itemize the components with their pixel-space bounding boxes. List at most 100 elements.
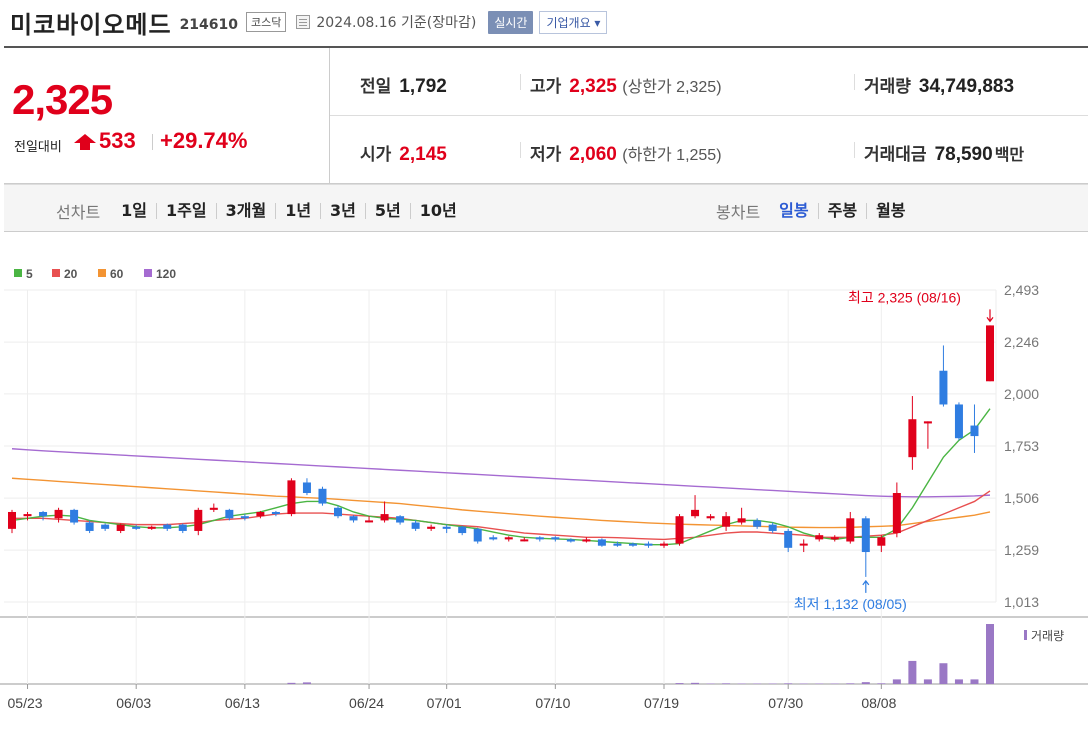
- candle-body: [520, 539, 529, 542]
- candle-body: [566, 539, 575, 542]
- candle-body: [54, 509, 63, 519]
- candle-body: [628, 543, 637, 546]
- period-button-5[interactable]: 5년: [364, 203, 410, 219]
- candle-body: [411, 522, 420, 529]
- volume-bar: [908, 660, 917, 684]
- period-button-4[interactable]: 3년: [320, 203, 365, 219]
- candle-body: [427, 526, 436, 529]
- y-tick-label: 1,753: [1004, 438, 1039, 454]
- divider: [854, 142, 855, 158]
- ma5-line: [11, 408, 991, 546]
- line-chart-title: 선차트: [56, 203, 101, 222]
- volume-bar: [954, 679, 963, 684]
- high-price: 고가 2,325 (상한가 2,325): [530, 76, 722, 97]
- change-value: 533: [99, 128, 136, 153]
- candle-body: [737, 518, 746, 523]
- candle-body: [287, 480, 296, 515]
- quote-summary: 2,325 전일대비 533 +29.74% 전일 1,792 고가 2,325 (…: [4, 48, 1088, 184]
- candle-body: [799, 543, 808, 546]
- candle-body: [535, 537, 544, 540]
- x-tick-label: 06/13: [225, 695, 260, 711]
- candle-body: [70, 509, 79, 523]
- legend-swatch: [98, 269, 106, 277]
- candle-body: [877, 537, 886, 546]
- divider: [854, 74, 855, 90]
- legend-swatch: [144, 269, 152, 277]
- period-button-3[interactable]: 1년: [275, 203, 320, 219]
- calendar-icon: [296, 15, 311, 29]
- volume-bar: [892, 679, 901, 684]
- current-price: 2,325: [12, 76, 113, 123]
- volume-bar: [861, 682, 870, 684]
- volume-bar: [784, 683, 793, 684]
- y-tick-label: 2,246: [1004, 334, 1039, 350]
- legend-swatch: [52, 269, 60, 277]
- volume-bar: [986, 624, 994, 684]
- volume-bar: [302, 682, 311, 684]
- volume-bar: [675, 683, 684, 684]
- candle-body: [753, 520, 762, 527]
- quote-row-2: 시가 2,145 저가 2,060 (하한가 1,255) 거래대금 78,590 백만: [330, 116, 1088, 184]
- realtime-button[interactable]: 실시간: [488, 10, 534, 34]
- legend-entry: 5: [26, 267, 33, 281]
- x-tick-label: 07/30: [768, 695, 803, 711]
- candle-period-button-1[interactable]: 주봉: [817, 203, 866, 219]
- line-chart-periods: 선차트 1일 1주일 3개월 1년 3년 5년 10년: [56, 199, 466, 223]
- candle-body: [209, 507, 218, 510]
- low-price: 저가 2,060 (하한가 1,255): [530, 144, 722, 165]
- candle-body: [489, 537, 498, 540]
- candle-period-button-0[interactable]: 일봉: [779, 201, 809, 220]
- candle-body: [23, 514, 32, 517]
- low-arrow-icon: [862, 579, 870, 593]
- volume-bar: [970, 679, 979, 684]
- prev-close: 전일 1,792: [360, 76, 447, 97]
- volume-bar: [287, 682, 296, 684]
- trade-amount: 거래대금 78,590 백만: [864, 144, 1025, 165]
- candle-body: [178, 524, 187, 531]
- candle-body: [458, 526, 467, 534]
- candle-chart-periods: 봉차트 일봉 주봉 월봉: [716, 199, 915, 223]
- candlestick-chart: 2,493 2,246 2,000 1,753 1,506 1,259 1,013 05/23…: [0, 267, 1088, 711]
- candle-chart-title: 봉차트: [716, 203, 761, 222]
- period-selector: 선차트 1일 1주일 3개월 1년 3년 5년 10년 봉차트 일봉 주봉 월봉: [4, 184, 1088, 232]
- candle-body: [706, 516, 715, 519]
- up-arrow-icon: [74, 134, 96, 150]
- candle-body: [784, 530, 793, 548]
- candle-body: [722, 516, 731, 527]
- divider: [4, 46, 1088, 48]
- candle-body: [116, 524, 125, 531]
- legend-swatch: [14, 269, 22, 277]
- candle-body: [256, 511, 265, 517]
- candle-body: [163, 524, 172, 529]
- volume-legend-swatch: [1024, 630, 1027, 640]
- stock-name[interactable]: 미코바이오메드: [10, 10, 172, 39]
- stock-header: 미코바이오메드 214610 코스닥 2024.08.16 기준(장마감) 실시…: [10, 4, 608, 40]
- candle-body: [318, 488, 327, 504]
- y-tick-label: 2,493: [1004, 282, 1039, 298]
- y-tick-label: 1,013: [1004, 594, 1039, 610]
- candle-body: [582, 539, 591, 542]
- candle-body: [908, 419, 917, 458]
- period-button-0[interactable]: 1일: [121, 201, 148, 220]
- candle-body: [101, 524, 110, 529]
- x-tick-label: 07/19: [644, 695, 679, 711]
- candle-body: [240, 516, 249, 519]
- period-button-1[interactable]: 1주일: [156, 203, 216, 219]
- volume-bar: [923, 679, 932, 684]
- candle-body: [954, 404, 963, 439]
- volume-bar: [691, 682, 700, 684]
- x-tick-label: 07/01: [427, 695, 462, 711]
- candle-body: [861, 518, 870, 553]
- company-overview-button[interactable]: 기업개요 ▾: [539, 10, 608, 34]
- candle-body: [970, 425, 979, 437]
- period-button-2[interactable]: 3개월: [215, 203, 276, 219]
- ma120-line: [11, 448, 991, 498]
- high-arrow-icon: [986, 309, 994, 323]
- candle-body: [660, 543, 668, 546]
- y-tick-label: 1,506: [1004, 490, 1039, 506]
- period-button-6[interactable]: 10년: [409, 203, 466, 219]
- candle-body: [815, 535, 824, 540]
- candle-body: [8, 511, 16, 529]
- candle-period-button-2[interactable]: 월봉: [866, 203, 914, 219]
- candle-body: [551, 537, 560, 540]
